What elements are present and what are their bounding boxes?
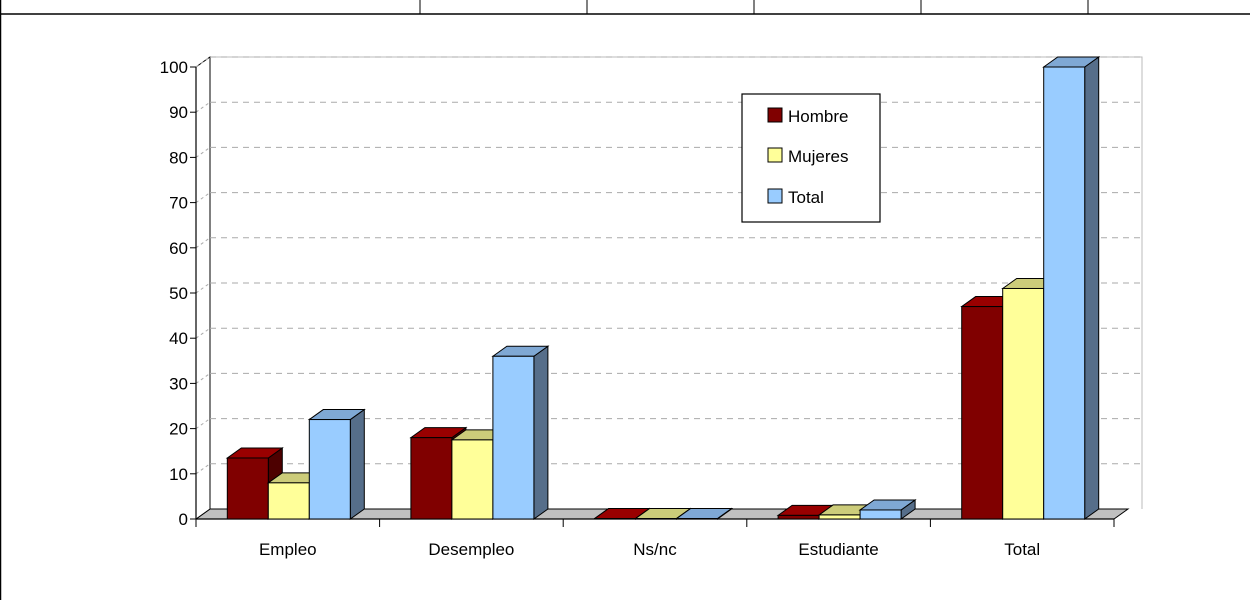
x-tick-label: Desempleo bbox=[428, 540, 514, 559]
x-tick-label: Empleo bbox=[259, 540, 317, 559]
bar-front bbox=[961, 306, 1004, 520]
bar-side bbox=[349, 408, 365, 520]
y-tick-label: 30 bbox=[169, 374, 188, 393]
legend-label-mujeres: Mujeres bbox=[788, 147, 848, 166]
legend-swatch-hombre bbox=[767, 107, 783, 123]
y-tick-label: 40 bbox=[169, 329, 188, 348]
gridline-side bbox=[195, 237, 211, 249]
bars bbox=[225, 56, 1101, 520]
y-tick-label: 70 bbox=[169, 194, 188, 213]
legend-swatch-mujeres bbox=[767, 147, 783, 163]
bar-front bbox=[859, 509, 902, 520]
bar-front bbox=[308, 419, 351, 520]
bar-front bbox=[818, 514, 861, 520]
x-tick-label: Estudiante bbox=[798, 540, 878, 559]
legend-box bbox=[741, 93, 881, 223]
bar-total-nsnc bbox=[674, 507, 734, 520]
y-tick-label: 10 bbox=[169, 465, 188, 484]
bar-total-empleo bbox=[307, 408, 366, 520]
legend: Hombre Mujeres Total bbox=[741, 93, 881, 223]
gridline-side bbox=[195, 282, 211, 294]
bar-total-estudiante bbox=[858, 498, 917, 520]
y-tick-label: 90 bbox=[169, 103, 188, 122]
gridline-side bbox=[195, 192, 211, 204]
y-tick-label: 80 bbox=[169, 148, 188, 167]
gridline-side bbox=[195, 372, 211, 384]
y-tick-label: 60 bbox=[169, 239, 188, 258]
legend-item-mujeres: Mujeres bbox=[767, 147, 848, 166]
bar-front bbox=[492, 355, 535, 520]
y-tick-label: 0 bbox=[179, 510, 188, 529]
gridline-side bbox=[195, 463, 211, 475]
gridline-side bbox=[195, 418, 211, 430]
bar-front bbox=[777, 514, 820, 520]
legend-item-hombre: Hombre bbox=[767, 107, 848, 126]
gridline-side bbox=[195, 146, 211, 158]
bar-front bbox=[267, 482, 310, 520]
bar-front bbox=[410, 437, 453, 520]
bar-total-total bbox=[1042, 56, 1101, 520]
bar-front bbox=[451, 439, 494, 520]
bar-side bbox=[1084, 56, 1100, 520]
y-axis: 0 10 20 30 40 50 60 70 80 90 100 bbox=[160, 58, 197, 529]
bar-side bbox=[533, 345, 549, 520]
legend-label-hombre: Hombre bbox=[788, 107, 848, 126]
gridline-side bbox=[195, 56, 211, 68]
y-tick-label: 50 bbox=[169, 284, 188, 303]
gridlines bbox=[195, 56, 1142, 475]
x-tick-label: Ns/nc bbox=[633, 540, 677, 559]
x-tick-label: Total bbox=[1004, 540, 1040, 559]
x-axis: Empleo Desempleo Ns/nc Estudiante Total bbox=[195, 518, 1115, 559]
bar-front bbox=[1002, 287, 1045, 520]
legend-label-total: Total bbox=[788, 188, 824, 207]
legend-swatch-total bbox=[767, 188, 783, 204]
gridline-side bbox=[195, 101, 211, 113]
gridline-side bbox=[195, 327, 211, 339]
bar-front bbox=[1043, 66, 1086, 520]
bar-front bbox=[226, 457, 269, 520]
y-tick-label: 100 bbox=[160, 58, 188, 77]
y-tick-label: 20 bbox=[169, 420, 188, 439]
legend-item-total: Total bbox=[767, 188, 824, 207]
bar-total-desempleo bbox=[491, 345, 550, 520]
